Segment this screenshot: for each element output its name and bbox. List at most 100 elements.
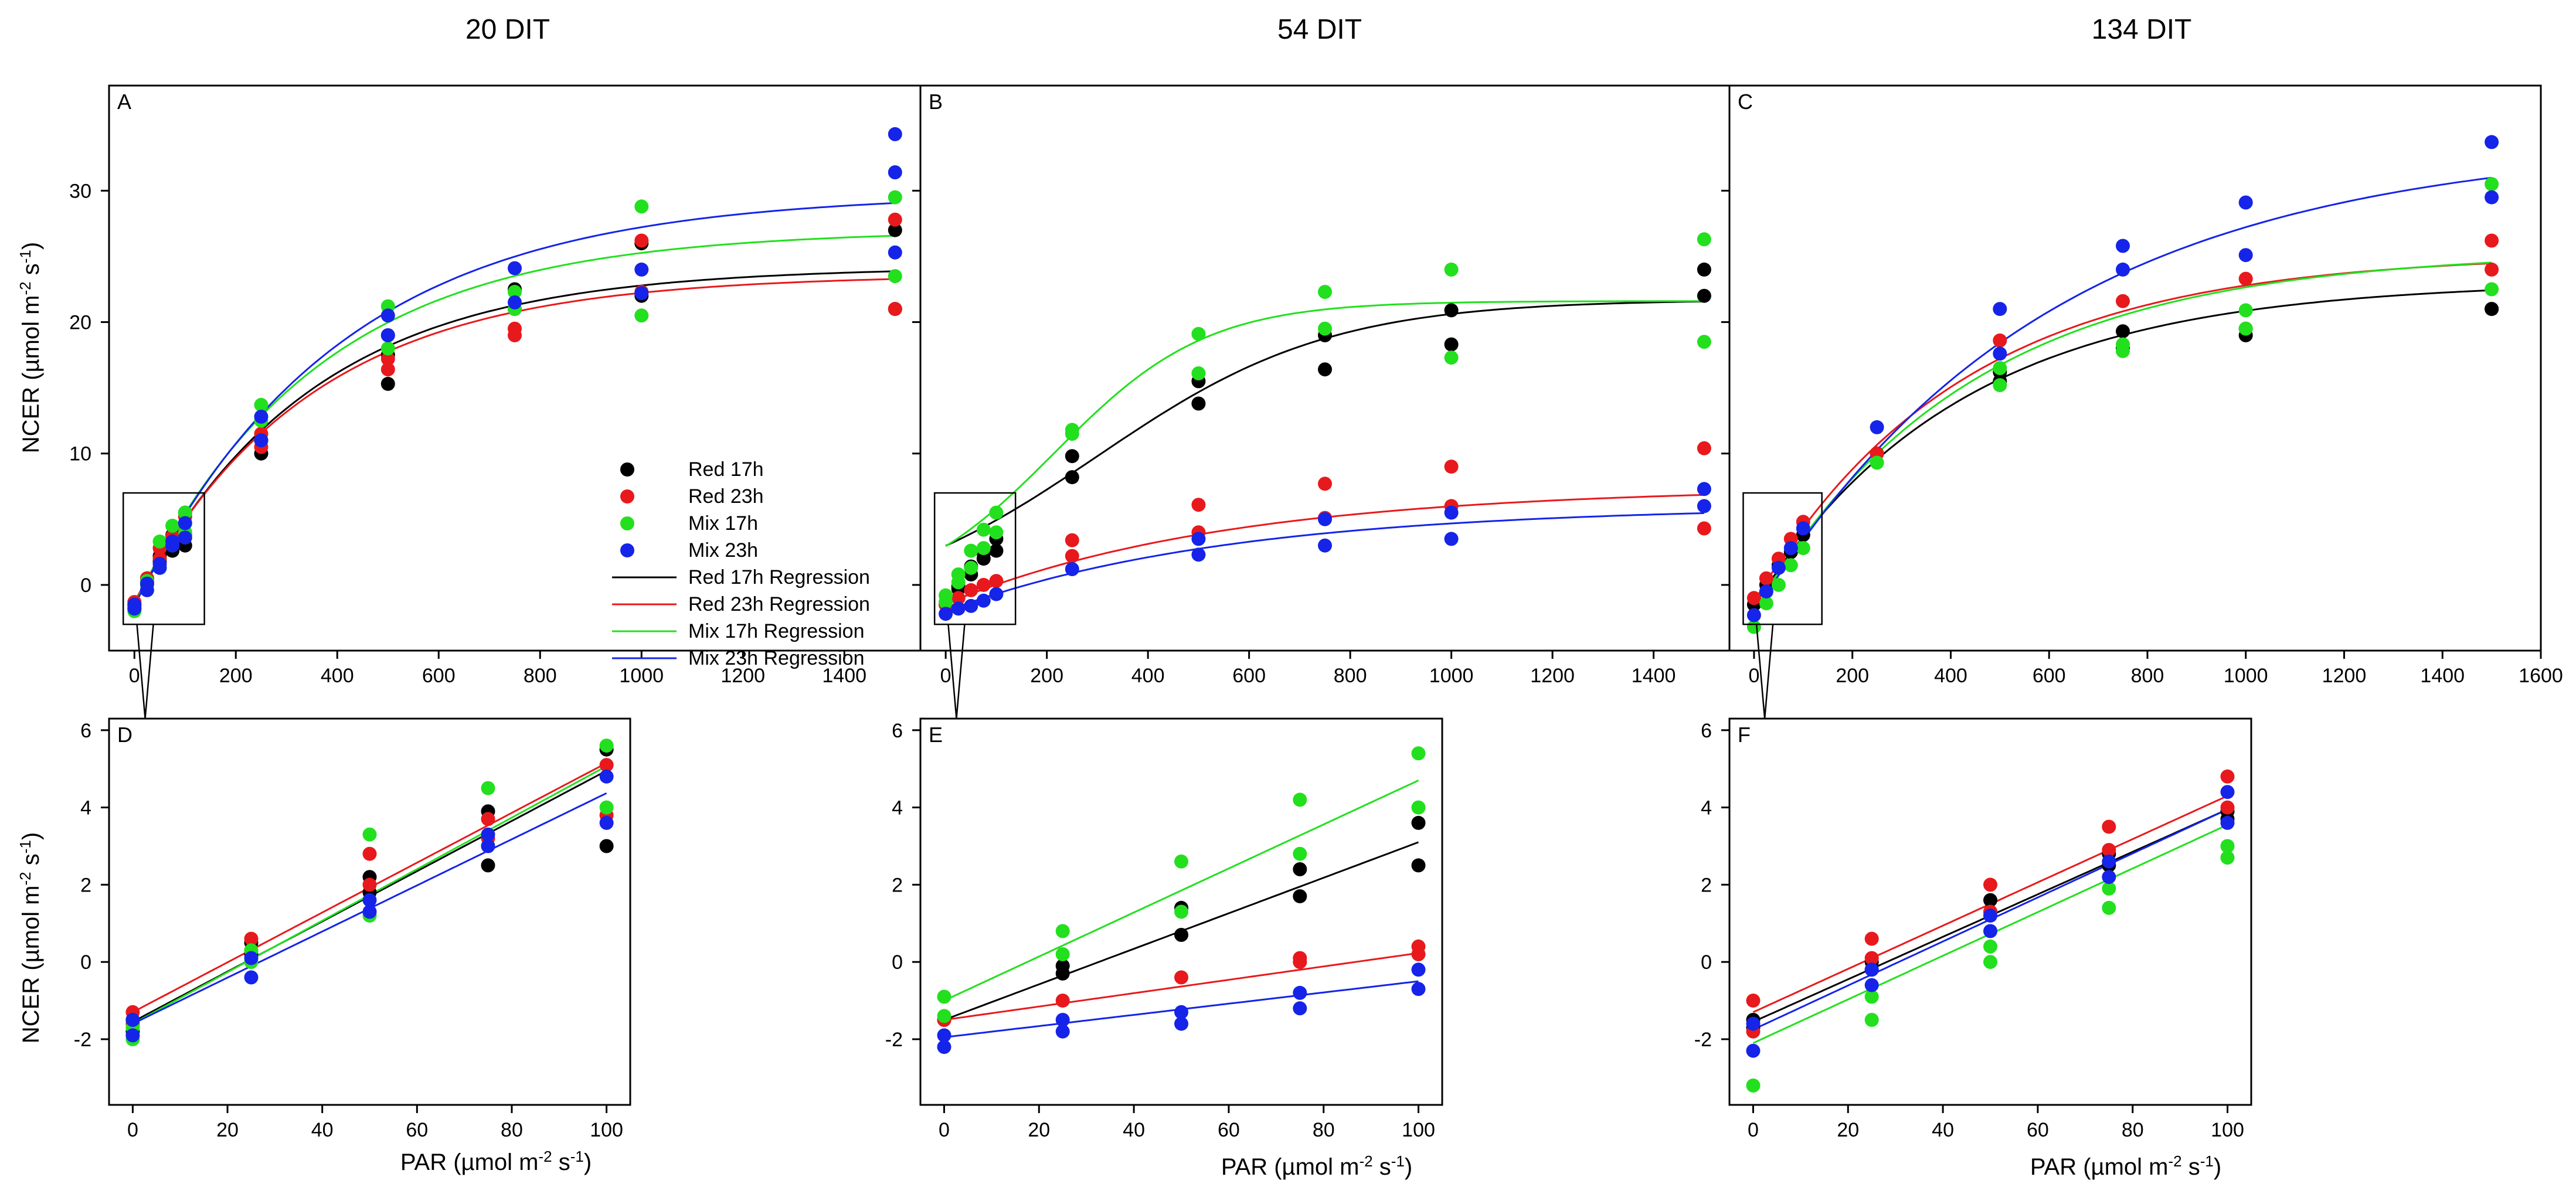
data-point-red-23h bbox=[888, 302, 902, 317]
x-tick-label: 1000 bbox=[2224, 665, 2268, 687]
data-point-mix-23h bbox=[1174, 1016, 1188, 1031]
data-point-red-23h bbox=[362, 846, 377, 861]
data-point-mix-23h bbox=[1746, 608, 1761, 622]
data-point-red-23h bbox=[2116, 294, 2130, 308]
data-point-mix-23h bbox=[937, 1040, 951, 1054]
data-point-mix-23h bbox=[1293, 1001, 1307, 1016]
data-point-mix-23h bbox=[1993, 302, 2007, 317]
zoom-connector bbox=[1755, 624, 1766, 719]
x-tick-label: 400 bbox=[1131, 665, 1165, 687]
data-point-mix-23h bbox=[2485, 135, 2499, 149]
data-point-mix-23h bbox=[178, 516, 192, 530]
data-point-red-23h bbox=[634, 233, 649, 248]
data-point-mix-23h bbox=[1318, 538, 1332, 553]
data-point-mix-23h bbox=[362, 893, 377, 907]
data-point-mix-23h bbox=[939, 607, 953, 621]
data-point-red-23h bbox=[888, 212, 902, 227]
data-point-red-23h bbox=[2485, 233, 2499, 248]
y-tick-label: 6 bbox=[892, 720, 903, 742]
x-axis-label-e-prefix: PAR (µmol m bbox=[1221, 1154, 1360, 1180]
data-point-red-23h bbox=[1746, 994, 1761, 1008]
data-point-red-23h bbox=[2102, 843, 2116, 858]
x-tick-label: 1200 bbox=[721, 665, 765, 687]
data-point-red-17h bbox=[1191, 396, 1206, 411]
data-point-mix-17h bbox=[1697, 232, 1711, 247]
data-point-mix-17h bbox=[599, 739, 614, 753]
x-axis-label-f: PAR (µmol m-2 s-1) bbox=[2030, 1152, 2221, 1180]
data-point-mix-17h bbox=[2116, 337, 2130, 352]
data-point-mix-17h bbox=[254, 397, 269, 412]
data-point-mix-17h bbox=[1055, 947, 1070, 961]
data-point-mix-17h bbox=[1783, 558, 1798, 573]
data-point-mix-17h bbox=[1759, 596, 1773, 611]
x-axis-label-d-sup1: -2 bbox=[538, 1148, 552, 1165]
data-point-mix-23h bbox=[888, 245, 902, 260]
data-point-red-23h bbox=[1191, 498, 1206, 512]
data-point-mix-17h bbox=[1993, 361, 2007, 375]
data-point-red-23h bbox=[2485, 262, 2499, 277]
legend-label-red-23h: Red 23h bbox=[688, 485, 764, 508]
data-point-red-23h bbox=[244, 931, 259, 946]
data-point-mix-23h bbox=[634, 262, 649, 277]
data-point-mix-23h bbox=[508, 295, 522, 309]
x-tick-label: 1400 bbox=[2420, 665, 2465, 687]
data-point-mix-23h bbox=[1759, 584, 1773, 599]
y-axis-label-top-prefix: NCER (µmol m bbox=[18, 295, 44, 453]
panel-c: C 0 200 400 600 800 1000 1200 1400 1600 bbox=[1728, 84, 2563, 687]
data-point-mix-17h bbox=[964, 560, 978, 575]
data-point-mix-23h bbox=[2238, 195, 2253, 210]
data-point-mix-17h bbox=[2238, 303, 2253, 318]
x-tick-label: 1200 bbox=[1530, 665, 1575, 687]
y-tick-label: 20 bbox=[69, 312, 91, 334]
data-point-mix-23h bbox=[1746, 1043, 1761, 1058]
x-tick-label: 200 bbox=[1030, 665, 1063, 687]
zoom-connector bbox=[136, 624, 146, 719]
x-tick-label: 80 bbox=[2122, 1119, 2144, 1141]
data-point-mix-23h bbox=[481, 839, 495, 853]
x-tick-label: 1400 bbox=[822, 665, 866, 687]
data-point-mix-17h bbox=[951, 575, 966, 590]
data-point-red-23h bbox=[481, 812, 495, 826]
panel-letter-d: D bbox=[117, 723, 132, 747]
data-point-red-23h bbox=[1993, 333, 2007, 348]
x-tick-label: 20 bbox=[1028, 1119, 1050, 1141]
x-tick-label: 800 bbox=[2131, 665, 2164, 687]
data-point-mix-17h bbox=[178, 505, 192, 520]
x-tick-label: 100 bbox=[590, 1119, 623, 1141]
data-point-mix-17h bbox=[1444, 351, 1459, 365]
column-title-54-dit: 54 DIT bbox=[1277, 14, 1362, 45]
legend-label-red-17h-regression: Red 17h Regression bbox=[688, 566, 870, 588]
data-point-mix-23h bbox=[1864, 962, 1879, 977]
y-tick-label: 6 bbox=[80, 720, 91, 742]
data-point-mix-23h bbox=[937, 1028, 951, 1043]
x-tick-label: 20 bbox=[1837, 1119, 1859, 1141]
data-point-mix-17h bbox=[481, 781, 495, 795]
data-point-mix-23h bbox=[599, 769, 614, 784]
data-point-red-23h bbox=[1444, 460, 1459, 474]
data-point-mix-23h bbox=[888, 165, 902, 179]
y-tick-label: 10 bbox=[69, 443, 91, 465]
y-axis-label-bottom-prefix: NCER (µmol m bbox=[18, 885, 44, 1043]
x-tick-label: 80 bbox=[501, 1119, 523, 1141]
data-point-red-17h bbox=[1293, 889, 1307, 904]
y-axis-label-bottom-mid: s bbox=[18, 853, 44, 872]
x-tick-label: 60 bbox=[2027, 1119, 2049, 1141]
data-point-mix-17h bbox=[1055, 924, 1070, 938]
x-tick-label: 1200 bbox=[2322, 665, 2367, 687]
data-point-mix-17h bbox=[1411, 800, 1426, 815]
x-tick-label: 600 bbox=[2033, 665, 2066, 687]
data-point-mix-23h bbox=[254, 433, 269, 448]
data-point-mix-17h bbox=[976, 522, 991, 537]
data-point-mix-23h bbox=[178, 530, 192, 545]
panel-letter-f: F bbox=[1738, 723, 1751, 747]
data-point-red-23h bbox=[599, 758, 614, 773]
data-point-red-23h bbox=[380, 352, 395, 366]
data-point-red-23h bbox=[1697, 521, 1711, 536]
data-point-mix-17h bbox=[2485, 282, 2499, 297]
y-tick-label: 0 bbox=[1701, 951, 1712, 974]
x-axis-label-f-sup2: -1 bbox=[2200, 1152, 2214, 1170]
data-point-mix-23h bbox=[976, 593, 991, 608]
data-point-mix-17h bbox=[2220, 839, 2235, 853]
data-point-mix-17h bbox=[1293, 846, 1307, 861]
